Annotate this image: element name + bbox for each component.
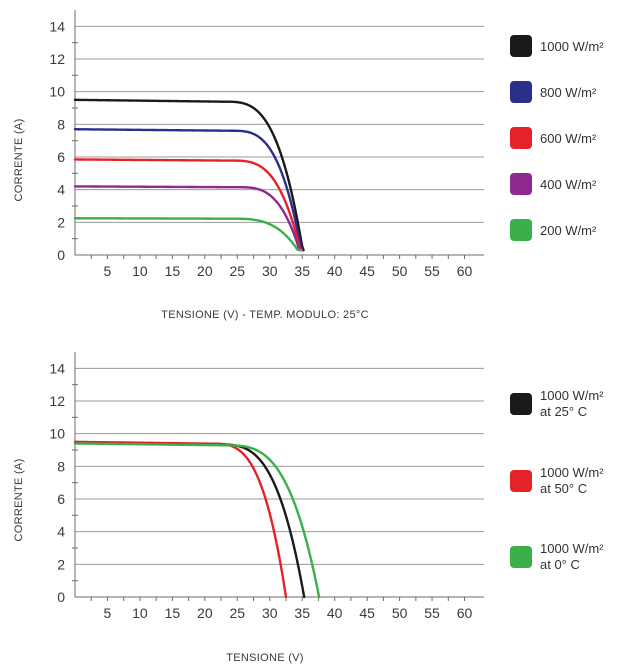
y-tick-label: 14	[49, 18, 65, 34]
x-tick-label: 60	[457, 605, 473, 621]
x-tick-label: 15	[165, 263, 181, 279]
x-axis-title: TENSIONE (V) - TEMP. MODULO: 25°C	[161, 309, 369, 321]
chart-irradiance: 0 2 4 6 8 10 12 14 5 10 15 20 25 30 35 40 45 50 55 60 CORR…	[13, 10, 604, 321]
x-tick-label: 45	[359, 605, 375, 621]
legend-swatch	[510, 546, 532, 568]
x-tick-label: 35	[294, 263, 310, 279]
series-line-3	[73, 185, 303, 252]
x-tick-label: 30	[262, 605, 278, 621]
x-tick-labels: 5 10 15 20 25 30 35 40 45 50 55 60	[104, 263, 473, 279]
legend-label: 800 W/m²	[540, 85, 597, 100]
legend-swatch	[510, 219, 532, 241]
legend-label: 200 W/m²	[540, 223, 597, 238]
y-tick-label: 14	[49, 360, 65, 376]
x-tick-label: 15	[165, 605, 181, 621]
x-tick-label: 45	[359, 263, 375, 279]
legend-label: 1000 W/m²	[540, 541, 604, 556]
y-tick-label: 4	[57, 524, 65, 540]
legend-label: 600 W/m²	[540, 131, 597, 146]
x-tick-label: 40	[327, 263, 343, 279]
x-tick-label: 5	[104, 605, 112, 621]
series-line-0	[73, 441, 306, 599]
x-tick-label: 20	[197, 263, 213, 279]
series-line-1	[73, 440, 288, 599]
series-line-0	[73, 98, 305, 252]
x-tick-label: 55	[424, 263, 440, 279]
series-line-2	[73, 442, 321, 599]
y-tick-label: 10	[49, 84, 65, 100]
y-gridlines	[75, 25, 484, 223]
legend-label: 400 W/m²	[540, 177, 597, 192]
axes	[72, 10, 484, 259]
x-axis-title: TENSIONE (V)	[226, 652, 304, 664]
y-tick-label: 12	[49, 393, 65, 409]
x-tick-label: 40	[327, 605, 343, 621]
y-tick-labels: 0 2 4 6 8 10 12 14	[49, 360, 65, 605]
y-tick-label: 10	[49, 426, 65, 442]
x-tick-label: 10	[132, 605, 148, 621]
y-tick-label: 8	[57, 458, 65, 474]
x-tick-label: 35	[294, 605, 310, 621]
x-tick-label: 5	[104, 263, 112, 279]
series-line-4	[73, 217, 303, 252]
legend-swatch	[510, 393, 532, 415]
legend-label: 1000 W/m²	[540, 388, 604, 403]
chart-temperature: 0 2 4 6 8 10 12 14 5 10 15 20 25 30 35 40 45 50 55 60 CORR…	[13, 352, 604, 664]
y-tick-label: 0	[57, 247, 65, 263]
legend-swatch	[510, 470, 532, 492]
legend-label: 1000 W/m²	[540, 465, 604, 480]
legend-swatch	[510, 173, 532, 195]
y-gridlines	[75, 367, 484, 565]
x-tick-label: 55	[424, 605, 440, 621]
y-tick-label: 2	[57, 214, 65, 230]
legend-label: 1000 W/m²	[540, 39, 604, 54]
y-tick-label: 2	[57, 556, 65, 572]
y-axis-title: CORRENTE (A)	[13, 118, 25, 201]
series-line-1	[73, 128, 304, 252]
x-tick-label: 50	[392, 263, 408, 279]
x-tick-labels: 5 10 15 20 25 30 35 40 45 50 55 60	[104, 605, 473, 621]
x-tick-label: 25	[230, 263, 246, 279]
x-tick-label: 25	[230, 605, 246, 621]
y-axis-title: CORRENTE (A)	[13, 458, 25, 541]
y-tick-label: 4	[57, 182, 65, 198]
y-tick-label: 8	[57, 116, 65, 132]
y-tick-label: 6	[57, 491, 65, 507]
y-tick-label: 0	[57, 589, 65, 605]
legend-label-line2: at 0° C	[540, 557, 580, 572]
series-lines	[73, 440, 321, 599]
legend: 1000 W/m² 800 W/m² 600 W/m² 400 W/m² 200 W/m…	[510, 35, 604, 241]
legend-swatch	[510, 81, 532, 103]
x-tick-label: 10	[132, 263, 148, 279]
legend-swatch	[510, 127, 532, 149]
legend-swatch	[510, 35, 532, 57]
series-lines	[73, 98, 305, 252]
x-tick-label: 30	[262, 263, 278, 279]
axes	[72, 352, 484, 601]
x-tick-label: 60	[457, 263, 473, 279]
x-tick-label: 20	[197, 605, 213, 621]
y-tick-label: 6	[57, 149, 65, 165]
series-line-2	[73, 158, 303, 252]
x-tick-label: 50	[392, 605, 408, 621]
y-tick-labels: 0 2 4 6 8 10 12 14	[49, 18, 65, 263]
legend-label-line2: at 50° C	[540, 481, 587, 496]
legend-label-line2: at 25° C	[540, 404, 587, 419]
y-tick-label: 12	[49, 51, 65, 67]
